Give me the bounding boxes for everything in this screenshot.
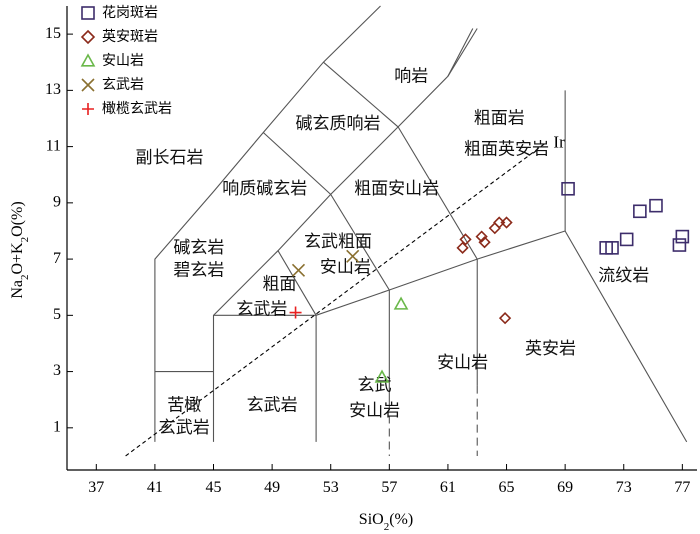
y-tick-label: 13 [45, 81, 61, 98]
field-label: 粗面安山岩 [354, 179, 439, 199]
data-point-diamond [475, 230, 488, 243]
data-point-square [561, 181, 575, 196]
x-tick-label: 41 [147, 479, 163, 496]
data-point-diamond [498, 312, 512, 325]
axis-label-text: O(%) [9, 201, 26, 237]
legend-label: 玄武岩 [102, 76, 144, 93]
field-label: 安山岩 [320, 258, 371, 278]
boundary-4 [213, 230, 688, 443]
axis-label-subscript: 2 [19, 237, 31, 243]
y-tick-label: 11 [46, 137, 61, 154]
data-point-square [675, 229, 690, 244]
y-tick-label: 15 [45, 25, 61, 42]
legend-marker-diamond [80, 29, 96, 45]
y-axis-label: Na2O+K2O(%) [9, 201, 31, 298]
boundary-8 [397, 126, 478, 260]
field-label: 玄武岩 [236, 300, 287, 320]
legend-label: 橄榄玄武岩 [102, 100, 172, 117]
field-label: 安山岩 [349, 401, 400, 421]
field-label: 英安岩 [525, 339, 576, 359]
field-label: 碧玄岩 [173, 260, 224, 280]
data-point-triangle [374, 369, 390, 383]
legend-marker-plus [82, 103, 94, 115]
data-point-plus [289, 306, 302, 319]
data-point-square [672, 238, 687, 252]
field-label: 粗面 [262, 274, 296, 294]
field-label: 响质碱玄岩 [222, 179, 307, 199]
x-tick-label: 77 [674, 479, 690, 496]
data-point-triangle [393, 296, 409, 310]
data-point-diamond [456, 241, 469, 254]
legend-label: 英安斑岩 [102, 28, 158, 45]
boundary-11 [447, 28, 478, 77]
field-label: 玄武岩 [247, 395, 298, 415]
classification-boundaries [125, 5, 688, 457]
legend-label: 花岗斑岩 [102, 5, 158, 21]
x-tick-label: 65 [499, 479, 515, 496]
axis-label-text: O+K [9, 242, 26, 275]
irvine-line-label: Ir [553, 133, 565, 152]
x-tick-label: 61 [440, 479, 456, 496]
x-axis-label: SiO2(%) [359, 511, 413, 533]
axis-label-text: SiO [359, 511, 384, 528]
field-label: 粗面岩 [474, 108, 525, 128]
axis-label-text: Na [9, 280, 26, 299]
field-label: 玄武粗面 [304, 232, 372, 252]
data-point-x [346, 249, 360, 263]
legend-marker-triangle [80, 53, 96, 67]
x-tick-label: 69 [557, 479, 573, 496]
x-tick-label: 73 [616, 479, 632, 496]
x-tick-label: 49 [264, 479, 280, 496]
field-label: 安山岩 [437, 353, 488, 373]
data-point-square [605, 241, 619, 255]
field-label: 碱玄岩 [173, 238, 224, 258]
boundary-6 [277, 250, 317, 316]
x-tick-label: 57 [381, 479, 397, 496]
boundary-7 [330, 194, 390, 291]
data-point-diamond [459, 233, 472, 246]
data-point-diamond [500, 216, 513, 229]
field-label: 粗面英安岩 [464, 139, 549, 159]
y-tick-label: 1 [53, 418, 61, 435]
boundary-10 [323, 61, 399, 128]
field-label: 玄武 [358, 376, 392, 396]
x-tick-label: 37 [88, 479, 104, 496]
data-point-square [633, 204, 647, 219]
data-point-diamond [488, 222, 501, 235]
axis-label-subscript: 2 [19, 275, 31, 281]
data-point-x [291, 263, 306, 277]
field-label: 碱玄质响岩 [296, 114, 381, 134]
irvine-line [125, 143, 545, 457]
legend-label: 安山岩 [102, 53, 144, 69]
x-tick-label: 53 [323, 479, 339, 496]
field-label: 苦橄 [167, 395, 201, 415]
data-point-square [649, 198, 663, 213]
data-points [289, 181, 690, 383]
x-tick-label: 45 [206, 479, 222, 496]
data-point-square [619, 232, 634, 247]
y-tick-label: 5 [53, 306, 61, 323]
axis-label-subscript: 2 [384, 521, 390, 533]
y-tick-label: 7 [53, 250, 61, 267]
field-label: 响岩 [394, 66, 428, 86]
legend-marker-x [81, 78, 95, 92]
field-label: 玄武岩 [159, 418, 210, 438]
field-label: 流纹岩 [598, 266, 649, 286]
axis-label-text: (%) [389, 511, 413, 528]
data-point-diamond [493, 216, 506, 229]
y-tick-label: 9 [53, 194, 61, 211]
field-label: 副长石岩 [136, 148, 204, 168]
y-tick-label: 3 [53, 362, 61, 379]
legend-marker-square [81, 6, 95, 20]
boundary-9 [262, 132, 332, 195]
data-point-diamond [478, 236, 491, 249]
boundary-1 [154, 5, 381, 442]
